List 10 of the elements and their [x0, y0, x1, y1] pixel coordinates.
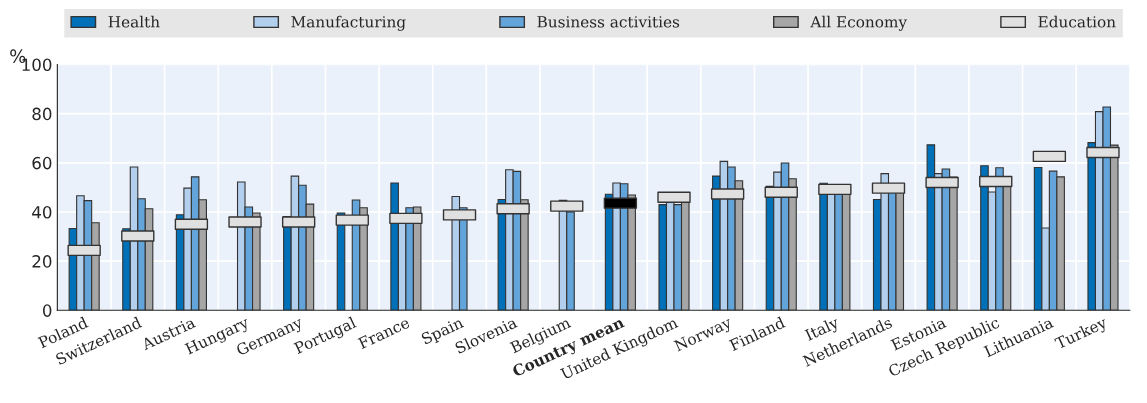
legend-label: Business activities	[537, 16, 680, 28]
legend-label: All Economy	[810, 15, 908, 31]
legend-label: Manufacturing	[291, 15, 406, 31]
y-tick-label: 80	[32, 107, 52, 121]
y-tick-label: 40	[32, 205, 52, 219]
legend-label: Health	[108, 15, 160, 28]
legend-label: Education	[1038, 15, 1116, 28]
y-tick-label: 20	[32, 255, 52, 268]
y-tick-label: 60	[32, 156, 52, 170]
y-tick-label: 0	[42, 304, 52, 317]
